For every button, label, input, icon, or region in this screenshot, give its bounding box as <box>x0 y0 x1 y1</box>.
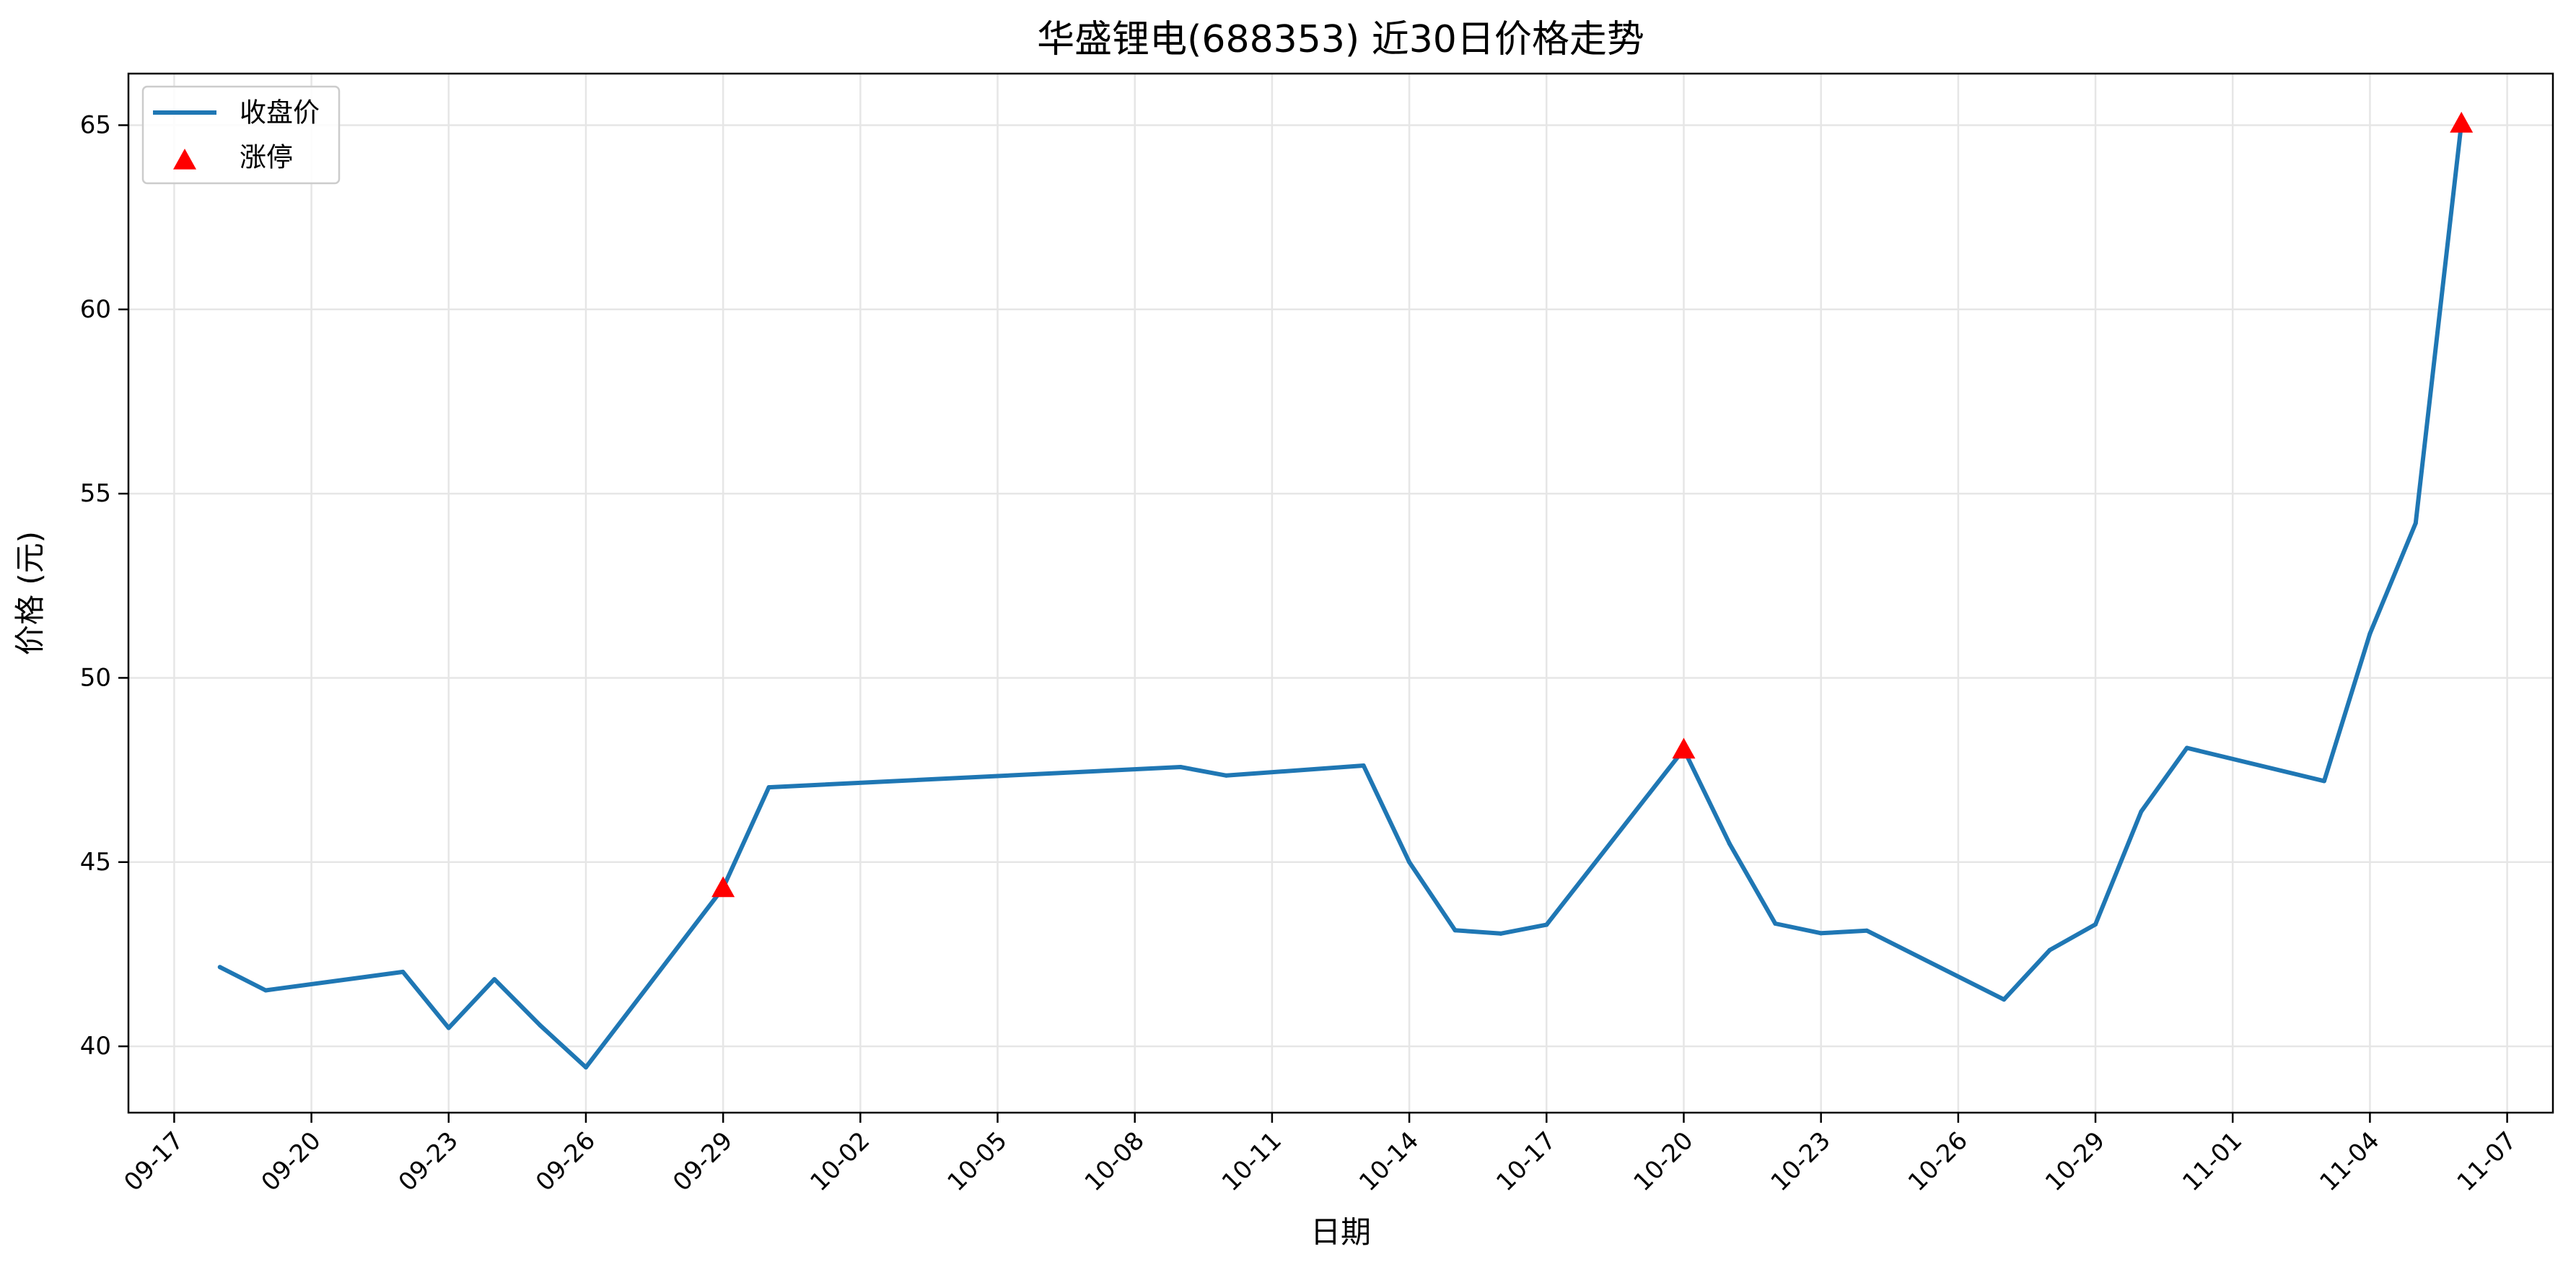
x-tick-label: 11-01 <box>2177 1126 2248 1197</box>
chart-title: 华盛锂电(688353) 近30日价格走势 <box>1037 18 1644 61</box>
x-axis-label: 日期 <box>1310 1214 1371 1250</box>
close-price-point <box>1818 931 1823 936</box>
x-tick-label: 10-23 <box>1766 1126 1836 1197</box>
x-tick-label: 10-11 <box>1217 1126 1287 1197</box>
close-price-point <box>1544 922 1549 927</box>
x-tick-label: 09-26 <box>530 1126 601 1197</box>
legend-label-limit-up: 涨停 <box>240 142 293 173</box>
x-tick-label: 10-08 <box>1079 1126 1150 1197</box>
close-price-point <box>538 1022 543 1028</box>
close-price-point <box>1361 763 1366 768</box>
close-price-point <box>2322 779 2327 784</box>
legend: 收盘价 涨停 <box>141 85 341 185</box>
y-tick-label: 60 <box>80 295 111 324</box>
plot-area-frame <box>127 72 2554 1114</box>
series-line-close-price <box>217 121 2464 1070</box>
close-price-point <box>1407 859 1412 864</box>
x-tick-label: 09-20 <box>256 1126 327 1197</box>
close-price-point <box>2139 809 2144 814</box>
y-tick-label: 50 <box>80 663 111 692</box>
y-tick-label: 65 <box>80 110 111 139</box>
x-tick-label: 11-04 <box>2314 1126 2385 1197</box>
close-price-point <box>1224 773 1229 778</box>
close-price-point <box>263 988 268 993</box>
close-price-point <box>2002 997 2007 1002</box>
close-price-point <box>400 969 406 974</box>
close-price-point <box>2367 631 2373 636</box>
x-tick-label: 10-02 <box>805 1126 875 1197</box>
x-tick-label: 10-26 <box>1903 1126 1973 1197</box>
x-tick-label: 10-17 <box>1491 1126 1561 1197</box>
close-price-point <box>217 965 222 970</box>
limit-up-marker <box>2450 111 2474 133</box>
y-tick-label: 45 <box>80 848 111 877</box>
close-price-point <box>1865 928 1870 933</box>
limit-up-marker <box>1672 737 1696 759</box>
y-tick-label: 55 <box>80 479 111 508</box>
close-price-point <box>2093 922 2098 927</box>
series-layer <box>217 111 2474 1070</box>
y-axis-label: 价格 (元) <box>12 531 48 655</box>
close-price-point <box>1453 928 1458 933</box>
close-price-point <box>446 1025 451 1030</box>
x-tick-label: 10-05 <box>942 1126 1012 1197</box>
x-tick-label: 09-23 <box>393 1126 464 1197</box>
grid <box>128 74 2553 1113</box>
limit-up-marker <box>711 876 735 898</box>
close-price-point <box>1178 765 1183 770</box>
close-price-point <box>1773 921 1778 926</box>
close-price-point <box>2047 947 2052 952</box>
y-tick-label: 40 <box>80 1032 111 1061</box>
close-price-point <box>766 785 771 790</box>
axis-ticks: 09-17 09-20 09-23 09-26 09-29 10-02 10-05 10-08… <box>80 110 2523 1196</box>
close-price-point <box>492 977 497 982</box>
x-tick-label: 11-07 <box>2452 1126 2523 1197</box>
legend-label-close-price: 收盘价 <box>240 97 320 128</box>
close-price-point <box>583 1065 588 1070</box>
x-tick-label: 10-29 <box>2040 1126 2111 1197</box>
legend-swatch-limit-up <box>173 149 196 170</box>
x-tick-label: 10-14 <box>1354 1126 1424 1197</box>
close-price-point <box>2413 520 2418 525</box>
close-price-point <box>1727 841 1732 846</box>
x-tick-label: 09-17 <box>118 1126 189 1197</box>
close-price-point <box>2184 745 2189 750</box>
close-price-point <box>1498 931 1503 936</box>
x-tick-label: 10-20 <box>1628 1126 1699 1197</box>
x-tick-label: 09-29 <box>667 1126 738 1197</box>
